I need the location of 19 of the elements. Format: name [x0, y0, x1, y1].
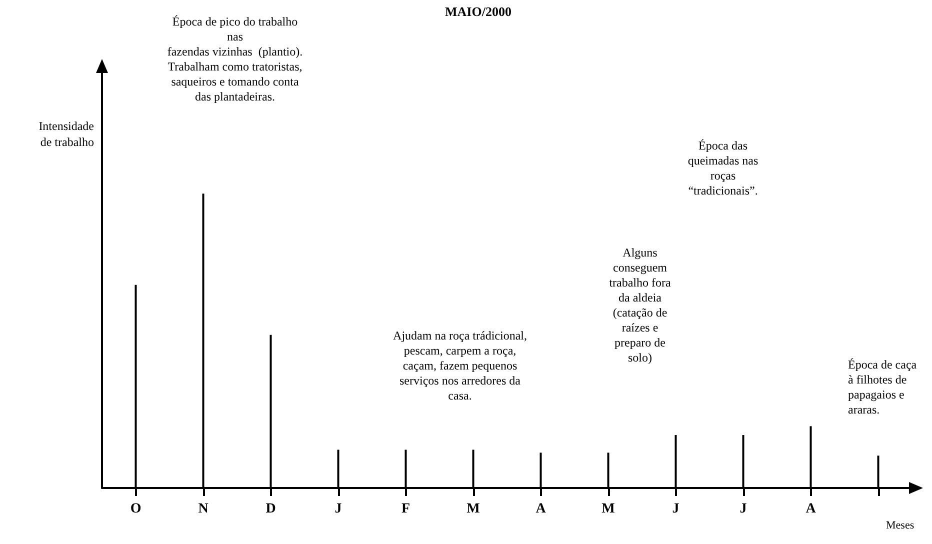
annotation: Alguns conseguem trabalho fora da aldeia (catação de raízes e preparo de solo)	[609, 246, 672, 364]
x-tick-label: F	[401, 502, 410, 516]
x-tick-label: M	[466, 502, 480, 516]
x-tick-label: O	[130, 502, 142, 516]
x-tick-label: J	[334, 502, 342, 516]
annotation: Época de caça à filhotes de papagaios e araras.	[848, 358, 918, 416]
x-tick-label: J	[672, 502, 680, 516]
x-tick-label: D	[266, 502, 276, 516]
x-tick-label: J	[740, 502, 747, 516]
x-tick-label: N	[198, 502, 208, 516]
x-tick-label: A	[536, 502, 547, 516]
x-tick-label: M	[602, 502, 615, 516]
chart-title: MAIO/2000	[445, 4, 512, 19]
annotation: Época das queimadas nas roças “tradicionais”.	[688, 138, 758, 198]
y-axis-title: Intensidade de trabalho	[38, 119, 94, 149]
text: Época de pico do trabalho nas fazendas vizinhas (plantio). Trabalham como tratoristas, saqueiros e tomando conta das plantadeiras.	[167, 14, 303, 104]
x-tick-label: A	[806, 502, 817, 516]
annotation: Ajudam na roça trádicional, pescam, carpem a roça, caçam, fazem pequenos serviços nos arredores da casa.	[393, 328, 527, 402]
x-axis-title: Meses	[886, 520, 914, 532]
